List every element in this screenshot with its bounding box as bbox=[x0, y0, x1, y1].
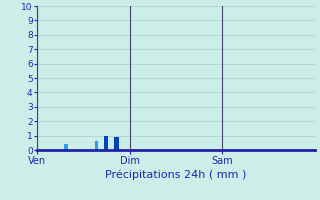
Bar bbox=[115, 137, 116, 150]
Bar bbox=[118, 137, 119, 150]
Bar bbox=[114, 137, 115, 150]
Bar bbox=[64, 144, 65, 150]
Bar bbox=[65, 144, 66, 150]
Bar bbox=[105, 136, 106, 150]
Bar bbox=[95, 141, 96, 150]
Bar bbox=[67, 144, 68, 150]
Bar bbox=[104, 136, 105, 150]
X-axis label: Précipitations 24h ( mm ): Précipitations 24h ( mm ) bbox=[105, 170, 247, 180]
Bar bbox=[96, 141, 97, 150]
Bar bbox=[66, 144, 67, 150]
Bar bbox=[97, 141, 98, 150]
Bar bbox=[116, 137, 117, 150]
Bar bbox=[117, 137, 118, 150]
Bar bbox=[106, 136, 108, 150]
